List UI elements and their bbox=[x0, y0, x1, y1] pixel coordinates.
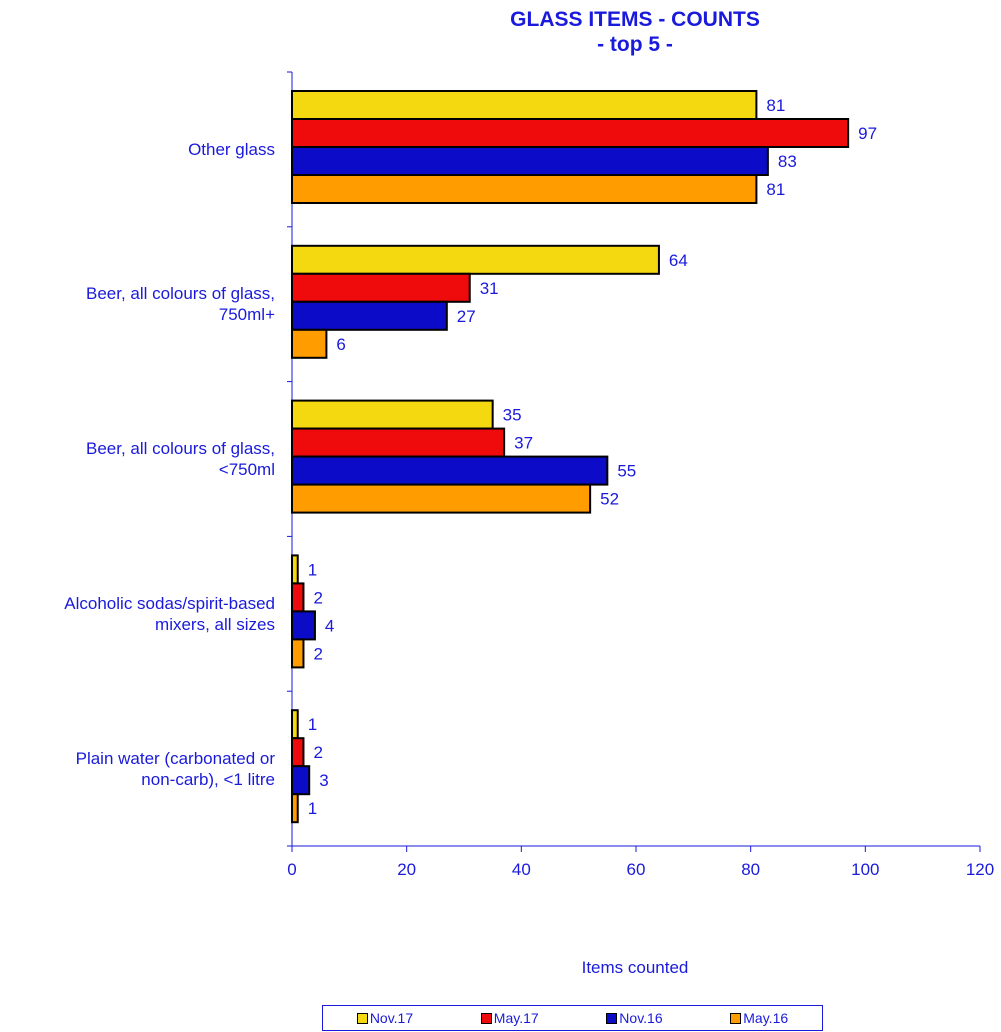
category-label-line: Beer, all colours of glass, bbox=[86, 284, 275, 304]
data-label: 35 bbox=[503, 406, 522, 425]
legend-label: Nov.16 bbox=[619, 1010, 663, 1026]
x-tick-label: 40 bbox=[512, 860, 531, 879]
category-label-line: 750ml+ bbox=[218, 305, 275, 325]
bar bbox=[291, 483, 592, 514]
bar bbox=[291, 174, 758, 204]
data-label: 1 bbox=[308, 560, 317, 579]
legend-swatch bbox=[730, 1012, 742, 1024]
bar bbox=[291, 793, 299, 824]
bar bbox=[291, 118, 850, 148]
data-label: 31 bbox=[480, 279, 499, 298]
data-label: 37 bbox=[514, 434, 533, 453]
legend-swatch bbox=[356, 1012, 368, 1024]
category-label: Other glass bbox=[0, 139, 275, 160]
x-tick-label: 80 bbox=[741, 860, 760, 879]
x-tick-label: 0 bbox=[287, 860, 296, 879]
bar bbox=[291, 300, 448, 331]
legend-label: May.17 bbox=[493, 1010, 539, 1026]
legend-swatch bbox=[606, 1012, 618, 1024]
legend-label: Nov.17 bbox=[369, 1010, 414, 1026]
legend: Nov.17 May.17 Nov.16 May.16 bbox=[322, 1005, 823, 1031]
bar bbox=[291, 328, 328, 359]
category-label-line: Plain water (carbonated or bbox=[75, 748, 275, 768]
bar bbox=[291, 709, 299, 740]
category-label: Beer, all colours of glass, <750ml bbox=[0, 438, 275, 480]
bar bbox=[291, 610, 316, 641]
plot-area: 0 20 40 60 80 100 1208197838164312763537555212… bbox=[287, 71, 994, 879]
x-tick-label: 20 bbox=[397, 860, 416, 879]
bar bbox=[291, 765, 311, 796]
category-label-line: non-carb), <1 litre bbox=[141, 769, 275, 789]
bar bbox=[291, 427, 506, 458]
legend-item: Nov.17 bbox=[356, 1010, 414, 1026]
chart-title: GLASS ITEMS - COUNTS bbox=[510, 8, 760, 31]
data-label: 52 bbox=[600, 490, 619, 509]
x-tick-label: 120 bbox=[966, 860, 994, 879]
data-label: 27 bbox=[457, 307, 476, 326]
bar bbox=[291, 455, 609, 486]
x-tick-label: 60 bbox=[627, 860, 646, 879]
data-label: 55 bbox=[617, 462, 636, 481]
bar bbox=[291, 737, 305, 768]
data-label: 81 bbox=[766, 96, 785, 115]
legend-swatch bbox=[480, 1012, 492, 1024]
x-tick-label: 100 bbox=[851, 860, 879, 879]
bar bbox=[291, 146, 769, 176]
data-label: 4 bbox=[325, 616, 334, 635]
category-label: Plain water (carbonated or non-carb), <1 … bbox=[0, 748, 275, 790]
data-label: 3 bbox=[319, 771, 328, 790]
category-label-line: Other glass bbox=[188, 139, 275, 159]
legend-label: May.16 bbox=[743, 1010, 789, 1026]
bar bbox=[291, 554, 299, 585]
bar bbox=[291, 244, 660, 275]
category-label-line: Alcoholic sodas/spirit-based bbox=[64, 593, 275, 613]
category-label: Beer, all colours of glass, 750ml+ bbox=[0, 283, 275, 325]
category-label: Alcoholic sodas/spirit-based mixers, all … bbox=[0, 593, 275, 635]
bar bbox=[291, 90, 758, 120]
data-label: 64 bbox=[669, 251, 688, 270]
data-label: 2 bbox=[313, 644, 322, 663]
bar bbox=[291, 582, 305, 613]
data-label: 2 bbox=[313, 588, 322, 607]
data-label: 81 bbox=[766, 180, 785, 199]
data-label: 1 bbox=[308, 799, 317, 818]
category-label-line: <750ml bbox=[218, 460, 275, 479]
legend-item: Nov.16 bbox=[606, 1010, 663, 1026]
legend-item: May.16 bbox=[730, 1010, 788, 1026]
bar bbox=[291, 272, 471, 303]
bar bbox=[291, 638, 305, 669]
category-label-line: Beer, all colours of glass, bbox=[86, 439, 275, 458]
legend-item: May.17 bbox=[480, 1010, 539, 1026]
x-axis-label: Items counted bbox=[581, 958, 689, 977]
data-label: 83 bbox=[778, 152, 797, 171]
chart-subtitle: - top 5 - bbox=[597, 33, 673, 56]
data-label: 2 bbox=[313, 743, 322, 762]
category-label-line: mixers, all sizes bbox=[155, 614, 275, 634]
bar bbox=[291, 399, 494, 430]
data-label: 6 bbox=[336, 335, 345, 354]
data-label: 1 bbox=[308, 715, 317, 734]
data-label: 97 bbox=[858, 124, 877, 143]
